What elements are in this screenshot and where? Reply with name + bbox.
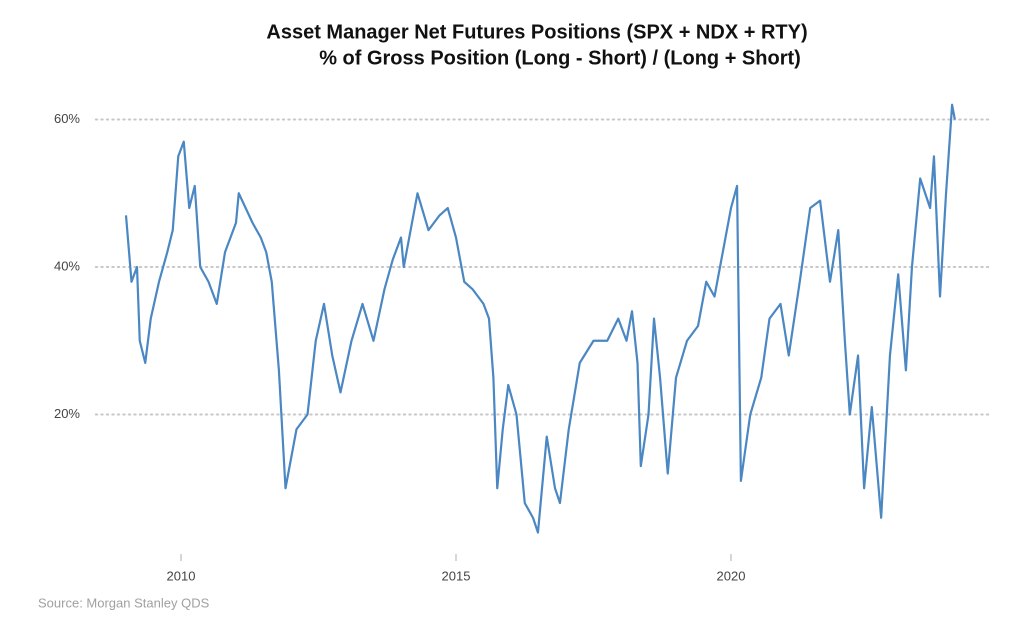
y-tick-label: 20% xyxy=(54,406,80,421)
y-tick-label: 60% xyxy=(54,111,80,126)
x-tick-label: 2020 xyxy=(717,568,746,583)
source-note: Source: Morgan Stanley QDS xyxy=(38,595,210,610)
x-tick-label: 2010 xyxy=(167,568,196,583)
y-tick-label: 40% xyxy=(54,258,80,273)
x-tick-label: 2015 xyxy=(442,568,471,583)
chart-title: Asset Manager Net Futures Positions (SPX… xyxy=(266,21,807,43)
data-line xyxy=(124,103,956,534)
chart-subtitle: % of Gross Position (Long - Short) / (Lo… xyxy=(319,47,801,69)
